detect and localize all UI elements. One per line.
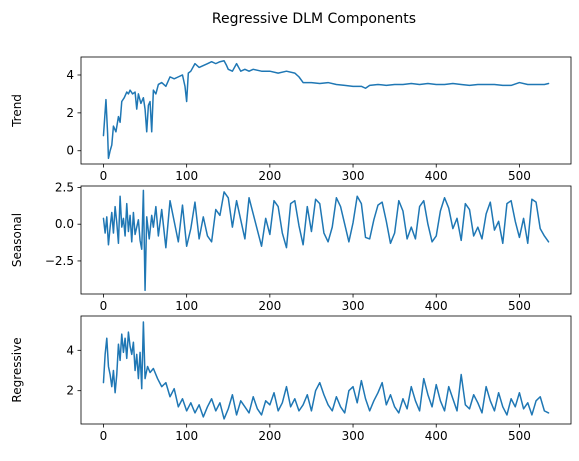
y-tick-label: 2: [66, 106, 74, 120]
x-tick-label: 300: [342, 169, 365, 183]
series-line-2: [102, 189, 550, 292]
chart-title: Regressive DLM Components: [212, 11, 416, 27]
panel-2: 0 100 200 300 400 500 −2.5 0.0 2.5 Seasonal: [10, 180, 572, 313]
x-tick-label: 400: [425, 429, 448, 443]
y-axis-label: Seasonal: [10, 213, 24, 267]
x-tick-label: 300: [342, 429, 365, 443]
y-axis-label: Trend: [10, 94, 24, 128]
x-tick-label: 400: [425, 299, 448, 313]
y-axis-label: Regressive: [10, 337, 24, 402]
panel-1: 0 100 200 300 400 500 0 2 4 Trend: [10, 56, 572, 183]
y-tick-label: 4: [66, 68, 74, 82]
x-tick-label: 200: [258, 169, 281, 183]
axes-frame-3: [80, 315, 572, 425]
x-tick-label: 500: [508, 429, 531, 443]
series-line-3: [102, 321, 550, 420]
x-tick-label: 100: [175, 429, 198, 443]
x-tick-label: 500: [508, 169, 531, 183]
y-tick-label: 0.0: [55, 217, 74, 231]
series-line-1: [102, 60, 550, 160]
panels: 0 100 200 300 400 500 0 2 4 Trend 0 100 200 300 400 500…: [10, 56, 572, 443]
x-tick-label: 100: [175, 299, 198, 313]
x-tick-label: 0: [100, 169, 108, 183]
y-tick-label: 4: [66, 343, 74, 357]
x-tick-label: 300: [342, 299, 365, 313]
x-tick-label: 0: [100, 299, 108, 313]
x-tick-label: 200: [258, 429, 281, 443]
y-tick-label: 2.5: [55, 180, 74, 194]
y-tick-label: 2: [66, 384, 74, 398]
y-tick-label: 0: [66, 144, 74, 158]
y-tick-label: −2.5: [45, 254, 74, 268]
x-tick-label: 100: [175, 169, 198, 183]
axes-frame-2: [80, 185, 572, 295]
panel-3: 0 100 200 300 400 500 2 4 Regressive: [10, 315, 572, 443]
x-tick-label: 200: [258, 299, 281, 313]
axes-frame-1: [80, 56, 572, 165]
x-tick-label: 500: [508, 299, 531, 313]
x-tick-label: 400: [425, 169, 448, 183]
x-tick-label: 0: [100, 429, 108, 443]
